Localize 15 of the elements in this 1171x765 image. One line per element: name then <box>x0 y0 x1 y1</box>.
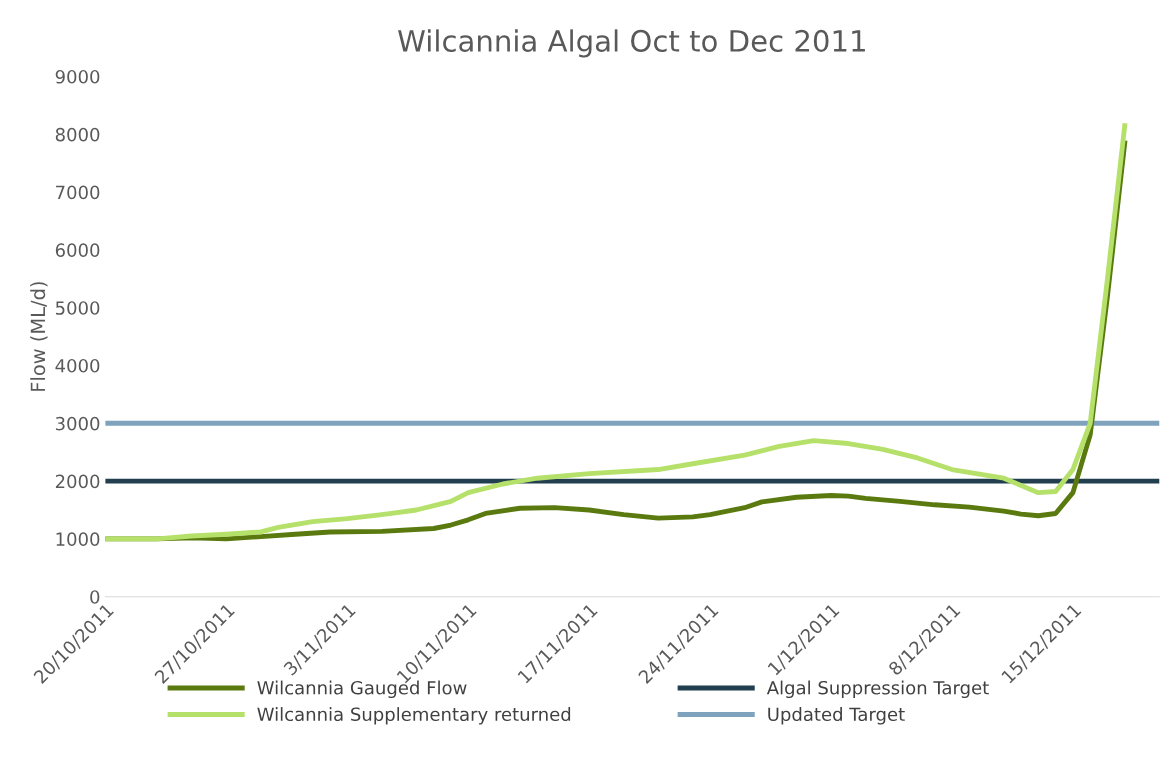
legend-label: Wilcannia Supplementary returned <box>257 707 571 725</box>
y-tick-label: 6000 <box>55 243 100 258</box>
y-tick-label: 9000 <box>55 69 100 84</box>
y-tick-label: 8000 <box>55 127 100 142</box>
y-tick-label: 2000 <box>55 474 100 489</box>
y-tick-label: 4000 <box>55 358 100 373</box>
legend-label: Algal Suppression Target <box>766 680 989 699</box>
y-tick-label: 7000 <box>56 185 100 200</box>
y-tick-label: 1000 <box>56 532 100 547</box>
y-axis-title: Flow (ML/d) <box>30 282 48 391</box>
chart-title: Wilcannia Algal Oct to Dec 2011 <box>398 29 865 58</box>
y-tick-label: 3000 <box>55 416 100 431</box>
y-tick-label: 5000 <box>55 301 100 315</box>
y-tick-label: 0 <box>90 590 100 604</box>
legend-label: Updated Target <box>768 707 905 725</box>
